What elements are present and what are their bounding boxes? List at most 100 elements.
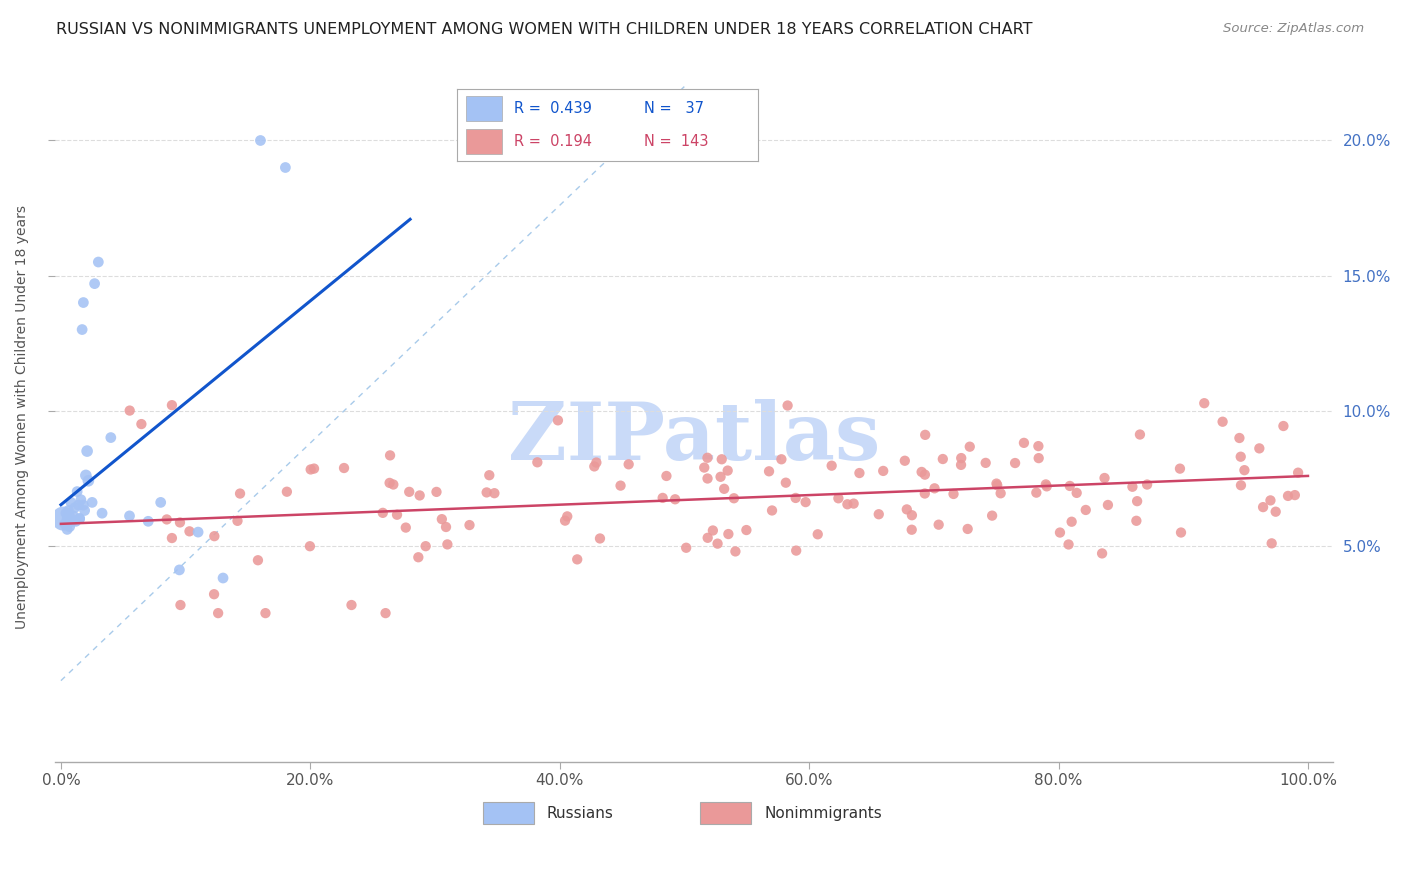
Point [378, 475, 401, 490]
Point [1264, 505, 1286, 519]
Point [554, 514, 576, 528]
Point [950, 458, 973, 472]
Point [202, 529, 225, 543]
Point [408, 550, 430, 565]
Point [609, 478, 631, 492]
Point [776, 399, 799, 413]
Point [827, 491, 849, 506]
Point [1277, 489, 1299, 503]
Point [986, 476, 1008, 491]
Point [69, 511, 91, 525]
Point [758, 464, 780, 478]
Point [1004, 456, 1026, 470]
Point [249, 134, 271, 148]
FancyBboxPatch shape [700, 802, 751, 823]
Point [1057, 537, 1080, 551]
Point [956, 522, 979, 536]
Point [56, 523, 79, 537]
Point [1060, 515, 1083, 529]
Point [72, 498, 94, 512]
Point [69, 511, 91, 525]
Point [932, 452, 955, 467]
Point [1126, 494, 1149, 508]
Point [408, 488, 430, 502]
Point [959, 440, 981, 454]
Point [415, 539, 437, 553]
Point [942, 487, 965, 501]
Point [298, 539, 321, 553]
Point [66, 484, 89, 499]
Point [56, 511, 79, 525]
Point [1035, 479, 1057, 493]
Point [1194, 396, 1216, 410]
Point [378, 449, 401, 463]
Point [585, 456, 607, 470]
Point [70, 322, 93, 336]
Point [91, 506, 114, 520]
Point [160, 531, 183, 545]
Point [1066, 486, 1088, 500]
Point [67, 498, 90, 512]
Point [702, 524, 724, 538]
Point [299, 462, 322, 476]
Point [617, 458, 640, 472]
Point [723, 491, 745, 506]
Point [651, 491, 673, 505]
Point [848, 466, 870, 480]
Point [458, 518, 481, 533]
Point [59, 495, 82, 509]
Point [76, 444, 98, 458]
Point [717, 464, 740, 478]
Point [1097, 498, 1119, 512]
Point [59, 519, 82, 533]
Point [52, 511, 75, 525]
Point [526, 455, 548, 469]
Point [1028, 451, 1050, 466]
FancyBboxPatch shape [482, 802, 534, 823]
Point [914, 428, 936, 442]
Point [302, 461, 325, 475]
Point [986, 478, 1008, 492]
Point [896, 502, 918, 516]
Point [371, 506, 394, 520]
Point [1059, 479, 1081, 493]
Point [62, 508, 84, 523]
Point [169, 563, 191, 577]
Point [974, 456, 997, 470]
Point [118, 403, 141, 417]
Point [274, 161, 297, 175]
Point [761, 503, 783, 517]
Point [1260, 536, 1282, 550]
Point [333, 461, 356, 475]
Point [207, 606, 229, 620]
Point [1170, 525, 1192, 540]
Point [65, 514, 87, 528]
Point [567, 552, 589, 566]
Point [484, 486, 506, 500]
Point [169, 598, 191, 612]
Point [276, 484, 298, 499]
Text: Source: ZipAtlas.com: Source: ZipAtlas.com [1223, 22, 1364, 36]
Point [706, 536, 728, 550]
Point [160, 398, 183, 412]
Point [229, 486, 252, 500]
Point [675, 541, 697, 555]
Point [340, 598, 363, 612]
Point [226, 514, 249, 528]
Point [82, 495, 104, 509]
Point [75, 468, 97, 483]
Point [156, 512, 179, 526]
Point [202, 587, 225, 601]
Point [374, 606, 396, 620]
Point [246, 553, 269, 567]
Point [382, 477, 405, 491]
Point [254, 606, 277, 620]
Point [1094, 471, 1116, 485]
Point [83, 277, 105, 291]
Point [583, 459, 606, 474]
Text: Russians: Russians [547, 805, 613, 821]
Point [894, 454, 917, 468]
Point [775, 475, 797, 490]
Point [901, 508, 924, 523]
Point [430, 512, 453, 526]
